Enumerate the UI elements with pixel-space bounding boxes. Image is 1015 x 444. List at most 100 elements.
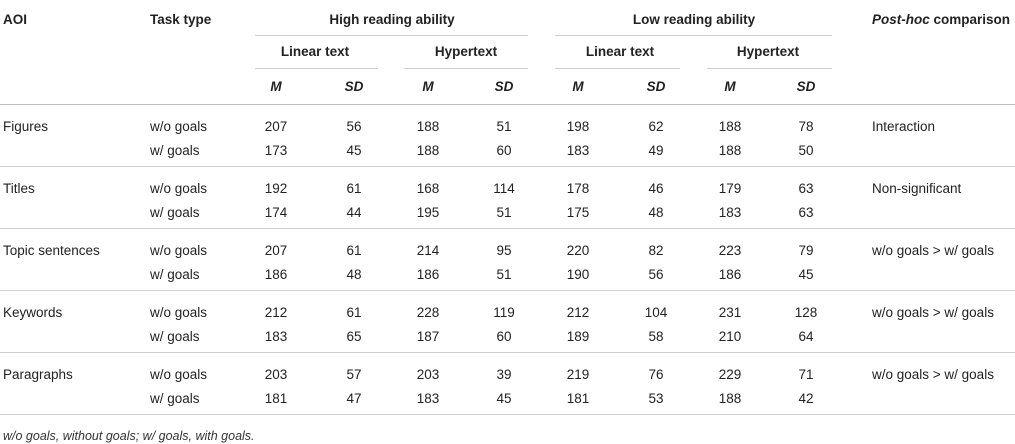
value-cell: 223 — [718, 243, 742, 258]
header-sd: SD — [646, 79, 666, 94]
header-high-linear: Linear text — [280, 44, 350, 59]
group-divider — [0, 352, 1015, 353]
value-cell: 228 — [416, 305, 440, 320]
header-low-hypertext: Hypertext — [736, 44, 800, 59]
header-low-linear: Linear text — [585, 44, 655, 59]
task-type-cell: w/o goals — [150, 119, 208, 134]
value-cell: 49 — [648, 143, 664, 158]
header-aoi: AOI — [3, 12, 28, 27]
header-low-reading-ability: Low reading ability — [632, 12, 756, 27]
value-cell: 212 — [264, 305, 288, 320]
value-cell: 63 — [798, 181, 814, 196]
header-m: M — [422, 79, 434, 94]
task-type-cell: w/o goals — [150, 367, 208, 382]
value-cell: 183 — [264, 329, 288, 344]
value-cell: 45 — [496, 391, 512, 406]
value-cell: 186 — [416, 267, 440, 282]
value-cell: 183 — [566, 143, 590, 158]
header-task-type: Task type — [150, 12, 212, 27]
value-cell: 44 — [346, 205, 362, 220]
value-cell: 220 — [566, 243, 590, 258]
value-cell: 51 — [496, 205, 512, 220]
value-cell: 60 — [496, 143, 512, 158]
value-cell: 65 — [346, 329, 362, 344]
value-cell: 198 — [566, 119, 590, 134]
value-cell: 56 — [648, 267, 664, 282]
value-cell: 187 — [416, 329, 440, 344]
group-divider — [0, 290, 1015, 291]
value-cell: 48 — [346, 267, 362, 282]
header-sd: SD — [344, 79, 364, 94]
value-cell: 76 — [648, 367, 664, 382]
footnote: w/o goals, without goals; w/ goals, with… — [3, 429, 255, 443]
value-cell: 175 — [566, 205, 590, 220]
rule-low-linear — [555, 68, 680, 69]
header-posthoc-italic: Post-hoc — [872, 12, 930, 27]
value-cell: 114 — [493, 181, 515, 196]
header-m: M — [724, 79, 736, 94]
value-cell: 207 — [264, 243, 288, 258]
value-cell: 174 — [264, 205, 288, 220]
value-cell: 214 — [416, 243, 440, 258]
header-posthoc-comparison: Post-hoc comparison — [872, 12, 1010, 28]
value-cell: 60 — [496, 329, 512, 344]
value-cell: 212 — [566, 305, 590, 320]
value-cell: 183 — [718, 205, 742, 220]
value-cell: 82 — [648, 243, 664, 258]
value-cell: 188 — [416, 119, 440, 134]
value-cell: 168 — [416, 181, 440, 196]
task-type-cell: w/ goals — [150, 267, 200, 282]
task-type-cell: w/o goals — [150, 243, 208, 258]
aoi-label: Keywords — [3, 305, 63, 320]
value-cell: 203 — [264, 367, 288, 382]
value-cell: 128 — [794, 305, 818, 320]
value-cell: 58 — [648, 329, 664, 344]
header-high-hypertext: Hypertext — [434, 44, 498, 59]
group-divider — [0, 166, 1015, 167]
value-cell: 56 — [346, 119, 362, 134]
value-cell: 62 — [648, 119, 664, 134]
rule-high-span — [255, 35, 528, 36]
value-cell: 50 — [798, 143, 814, 158]
value-cell: 203 — [416, 367, 440, 382]
value-cell: 207 — [264, 119, 288, 134]
value-cell: 78 — [798, 119, 814, 134]
value-cell: 46 — [648, 181, 664, 196]
value-cell: 181 — [566, 391, 590, 406]
value-cell: 181 — [264, 391, 288, 406]
value-cell: 192 — [264, 181, 288, 196]
header-m: M — [572, 79, 584, 94]
aoi-label: Titles — [3, 181, 35, 196]
value-cell: 61 — [346, 181, 362, 196]
posthoc-result: Non-significant — [872, 181, 962, 196]
value-cell: 179 — [718, 181, 742, 196]
aoi-label: Paragraphs — [3, 367, 73, 382]
value-cell: 51 — [496, 119, 512, 134]
value-cell: 39 — [496, 367, 512, 382]
header-high-reading-ability: High reading ability — [329, 12, 455, 27]
rule-high-linear — [255, 68, 378, 69]
value-cell: 189 — [566, 329, 590, 344]
aoi-label: Topic sentences — [3, 243, 100, 258]
value-cell: 219 — [566, 367, 590, 382]
header-posthoc-rest: comparison — [929, 12, 1011, 27]
value-cell: 61 — [346, 305, 362, 320]
value-cell: 45 — [346, 143, 362, 158]
value-cell: 229 — [718, 367, 742, 382]
value-cell: 45 — [798, 267, 814, 282]
value-cell: 186 — [264, 267, 288, 282]
rule-header-bottom — [0, 104, 1015, 105]
value-cell: 188 — [718, 119, 742, 134]
value-cell: 63 — [798, 205, 814, 220]
value-cell: 79 — [798, 243, 814, 258]
value-cell: 188 — [718, 143, 742, 158]
value-cell: 210 — [718, 329, 742, 344]
value-cell: 195 — [416, 205, 440, 220]
value-cell: 188 — [416, 143, 440, 158]
value-cell: 53 — [648, 391, 664, 406]
rule-low-hyper — [707, 68, 832, 69]
value-cell: 183 — [416, 391, 440, 406]
value-cell: 95 — [496, 243, 512, 258]
task-type-cell: w/ goals — [150, 143, 200, 158]
header-m: M — [270, 79, 282, 94]
